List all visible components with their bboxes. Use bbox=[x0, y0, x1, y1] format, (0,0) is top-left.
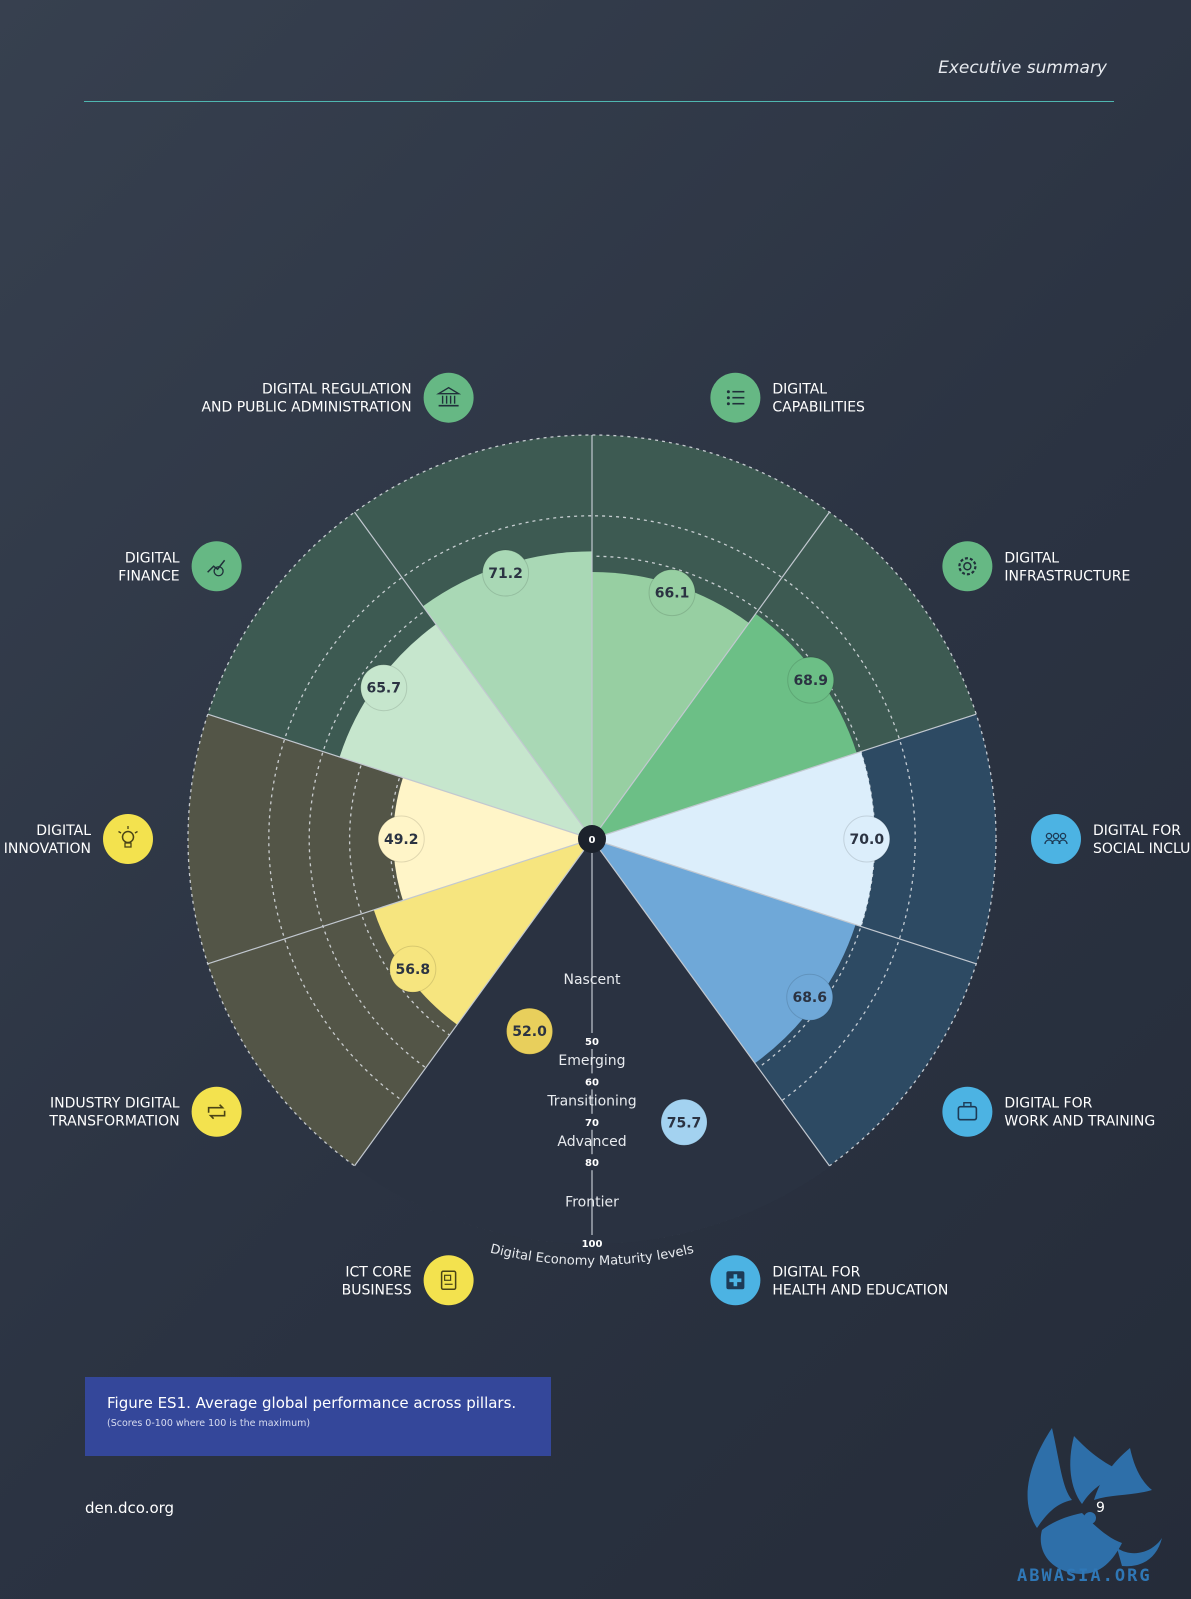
value-badge-label: 65.7 bbox=[366, 681, 401, 697]
maturity-ring-80 bbox=[268, 515, 916, 1163]
value-badge-digital-innovation: 49.2 bbox=[377, 815, 425, 863]
value-badge-circle bbox=[787, 656, 835, 704]
medical-cross-icon bbox=[710, 1255, 761, 1306]
value-badge-circle bbox=[482, 549, 530, 597]
icon-circle bbox=[942, 541, 993, 592]
figure-caption: Figure ES1. Average global performance a… bbox=[85, 1377, 551, 1456]
icon-circle bbox=[423, 372, 474, 423]
watermark-griffin-logo bbox=[1027, 1428, 1162, 1574]
value-badge-circle bbox=[660, 1098, 708, 1146]
center-marker bbox=[578, 825, 606, 853]
value-badge-circle bbox=[843, 815, 891, 863]
maturity-level-nascent: Nascent bbox=[563, 972, 621, 988]
pillar-label-digital-for-work-and-training: DIGITAL FOR WORK AND TRAINING bbox=[1004, 1096, 1155, 1130]
pillar-label-digital-innovation: DIGITAL INNOVATION bbox=[4, 823, 91, 857]
pillar-label-digital-regulation-and-public-administration: DIGITAL REGULATION AND PUBLIC ADMINISTRAT… bbox=[201, 382, 411, 416]
finance-chart-icon bbox=[191, 541, 242, 592]
value-badge-ict-core-business: 52.0 bbox=[506, 1007, 554, 1055]
value-badge-label: 70.0 bbox=[850, 832, 885, 848]
page-number: 9 bbox=[1096, 1500, 1105, 1516]
figure-subtitle: (Scores 0-100 where 100 is the maximum) bbox=[107, 1418, 311, 1429]
data-sector-digital-capabilities[interactable] bbox=[592, 571, 749, 839]
icon-circle bbox=[103, 814, 153, 864]
gear-icon bbox=[942, 541, 993, 592]
ring-tick-bg bbox=[580, 1033, 604, 1049]
icon-circle bbox=[942, 1086, 993, 1137]
ring-tick-bg bbox=[580, 1235, 604, 1251]
value-badge-label: 49.2 bbox=[384, 832, 419, 848]
sector-divider bbox=[207, 838, 593, 965]
value-badge-digital-for-work-and-training: 68.6 bbox=[786, 973, 834, 1021]
ring-tick-label-60: 60 bbox=[585, 1077, 599, 1088]
pillar-label-ict-core-business: ICT CORE BUSINESS bbox=[342, 1264, 412, 1298]
watermark-text: ABWASIA.ORG bbox=[1017, 1566, 1152, 1586]
ring-tick-bg bbox=[580, 1154, 604, 1171]
maturity-ring-100 bbox=[187, 434, 997, 1244]
icon-circle bbox=[191, 541, 242, 592]
value-badge-digital-capabilities: 66.1 bbox=[648, 569, 696, 617]
list-icon bbox=[710, 372, 761, 423]
value-badge-label: 68.9 bbox=[793, 673, 828, 689]
maturity-level-transitioning: Transitioning bbox=[546, 1094, 636, 1110]
value-badge-digital-finance: 65.7 bbox=[360, 664, 408, 712]
data-sector-digital-for-social-inclusion[interactable] bbox=[592, 751, 875, 927]
maturity-level-frontier: Frontier bbox=[565, 1195, 619, 1211]
ring-tick-label-100: 100 bbox=[582, 1239, 603, 1250]
value-badge-label: 66.1 bbox=[655, 586, 690, 602]
sector-divider bbox=[591, 713, 977, 840]
pillar-label-digital-capabilities: DIGITAL CAPABILITIES bbox=[772, 382, 865, 416]
data-sector-digital-regulation-and-public-administration[interactable] bbox=[422, 551, 592, 839]
sector-divider bbox=[354, 511, 593, 840]
ring-tick-label-80: 80 bbox=[585, 1158, 599, 1169]
footer-url[interactable]: den.dco.org bbox=[85, 1499, 175, 1517]
pillar-label-digital-finance: DIGITAL FINANCE bbox=[118, 550, 180, 584]
cycle-icon bbox=[191, 1086, 242, 1137]
value-badge-industry-digital-transformation: 56.8 bbox=[389, 945, 437, 993]
value-badge-circle bbox=[506, 1007, 554, 1055]
value-badge-circle bbox=[377, 815, 425, 863]
value-badge-digital-for-social-inclusion: 70.0 bbox=[843, 815, 891, 863]
value-badge-digital-infrastructure: 68.9 bbox=[787, 656, 835, 704]
figure-title: Figure ES1. Average global performance a… bbox=[107, 1394, 517, 1412]
value-badge-label: 71.2 bbox=[488, 566, 523, 582]
polar-area-chart: 50 60 70 80 100 Nascent Emerging Transitioning… bbox=[4, 372, 1191, 1306]
people-icon bbox=[1031, 814, 1081, 864]
institution-icon bbox=[423, 372, 474, 423]
value-badge-circle bbox=[786, 973, 834, 1021]
ring-tick-label-70: 70 bbox=[585, 1118, 599, 1129]
ring-tick-bg bbox=[580, 1073, 604, 1090]
sector-divider bbox=[591, 511, 830, 840]
section-title: Executive summary bbox=[938, 58, 1107, 78]
value-badge-circle bbox=[648, 569, 696, 617]
ring-tick-bg bbox=[580, 1113, 604, 1130]
pillar-label-digital-infrastructure: DIGITAL INFRASTRUCTURE bbox=[1004, 550, 1130, 584]
pillar-label-industry-digital-transformation: INDUSTRY DIGITAL TRANSFORMATION bbox=[48, 1096, 179, 1130]
center-label: 0 bbox=[589, 835, 596, 846]
document-icon bbox=[423, 1255, 474, 1306]
maturity-level-emerging: Emerging bbox=[558, 1053, 625, 1069]
value-badge-label: 68.6 bbox=[792, 990, 827, 1006]
value-badge-label: 75.7 bbox=[667, 1115, 702, 1131]
value-badge-circle bbox=[389, 945, 437, 993]
sector-divider bbox=[207, 713, 593, 840]
briefcase-icon bbox=[942, 1086, 993, 1137]
sector-divider bbox=[591, 838, 830, 1167]
header-divider bbox=[84, 101, 1114, 102]
value-badge-circle bbox=[360, 664, 408, 712]
ring-tick-label-50: 50 bbox=[585, 1037, 599, 1048]
sector-divider bbox=[591, 838, 977, 965]
icon-circle bbox=[191, 1086, 242, 1137]
lightbulb-icon bbox=[103, 814, 153, 864]
value-badge-digital-for-health-and-education: 75.7 bbox=[660, 1098, 708, 1146]
value-badge-digital-regulation-and-public-administration: 71.2 bbox=[482, 549, 530, 597]
pillar-label-digital-for-health-and-education: DIGITAL FOR HEALTH AND EDUCATION bbox=[772, 1264, 948, 1298]
data-sector-digital-innovation[interactable] bbox=[393, 777, 592, 901]
value-badge-label: 56.8 bbox=[396, 962, 431, 978]
sector-divider bbox=[354, 838, 593, 1167]
value-badge-label: 52.0 bbox=[512, 1024, 547, 1040]
maturity-level-advanced: Advanced bbox=[557, 1134, 626, 1150]
